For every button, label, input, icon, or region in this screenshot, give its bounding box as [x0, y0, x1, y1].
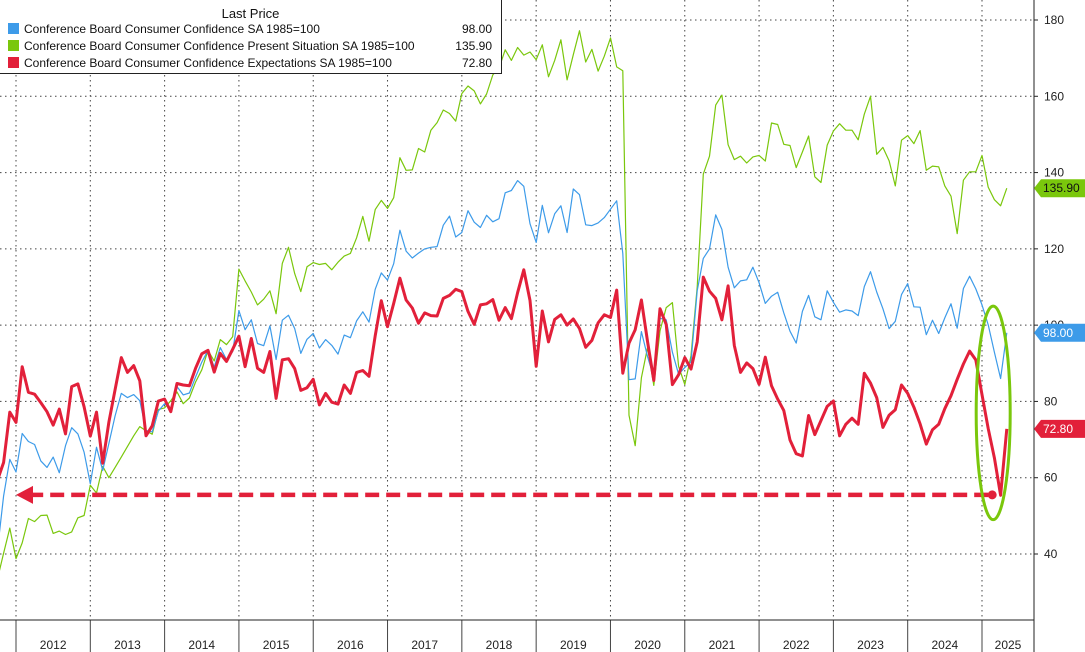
x-tick-label: 2023 [857, 638, 884, 652]
last-value-tag [1034, 419, 1085, 438]
annotation-dot [987, 490, 997, 500]
y-tick-label: 140 [1044, 166, 1064, 180]
x-tick-label: 2015 [263, 638, 290, 652]
legend-label: Conference Board Consumer Confidence Exp… [24, 56, 392, 70]
gridlines [0, 0, 1034, 620]
legend-item-confidence: Conference Board Consumer Confidence SA … [8, 21, 320, 37]
x-tick-label: 2021 [709, 638, 736, 652]
last-value-label: 72.80 [1043, 422, 1073, 436]
plot-area [0, 30, 1012, 571]
x-tick-label: 2017 [411, 638, 438, 652]
x-tick-label: 2020 [634, 638, 661, 652]
legend-label: Conference Board Consumer Confidence Pre… [24, 39, 415, 53]
y-tick-label: 40 [1044, 547, 1058, 561]
legend: Last Price Conference Board Consumer Con… [0, 0, 502, 74]
last-value-tags: 135.90 98.00 72.80 [1034, 179, 1085, 438]
legend-swatch [8, 40, 19, 51]
last-value-tag [1034, 179, 1085, 198]
x-tick-label: 2012 [40, 638, 67, 652]
x-tick-label: 2022 [783, 638, 810, 652]
legend-value: 135.90 [455, 39, 492, 53]
highlight-ellipse [974, 304, 1012, 522]
y-tick-label: 80 [1044, 394, 1058, 408]
legend-title: Last Price [221, 6, 280, 21]
annotation-arrowhead [16, 485, 33, 504]
y-tick-label: 180 [1044, 13, 1064, 27]
x-tick-label: 2013 [114, 638, 141, 652]
legend-value: 98.00 [461, 22, 492, 36]
legend-swatch [8, 23, 19, 34]
x-tick-label: 2024 [931, 638, 958, 652]
x-tick-label: 2014 [188, 638, 215, 652]
x-tick-label: 2018 [486, 638, 513, 652]
last-value-label: 135.90 [1043, 181, 1080, 195]
series-line-expectations [0, 268, 1009, 497]
legend-value: 72.80 [461, 56, 492, 70]
x-tick-label: 2025 [995, 638, 1022, 652]
y-tick-label: 160 [1044, 89, 1064, 103]
y-tick-label: 60 [1044, 471, 1058, 485]
y-tick-label: 120 [1044, 242, 1064, 256]
series-line-present-situation [0, 30, 1008, 571]
legend-item-present-situation: Conference Board Consumer Confidence Pre… [8, 38, 415, 54]
legend-label: Conference Board Consumer Confidence SA … [24, 22, 320, 36]
last-value-tag [1034, 323, 1085, 342]
last-value-label: 98.00 [1043, 326, 1073, 340]
x-tick-label: 2019 [560, 638, 587, 652]
x-axis: 2012 2013 2014 2015 2016 2017 2018 2019 2020 2021… [0, 619, 1034, 652]
legend-swatch [8, 57, 19, 68]
legend-item-expectations: Conference Board Consumer Confidence Exp… [8, 55, 392, 71]
x-tick-label: 2016 [337, 638, 364, 652]
